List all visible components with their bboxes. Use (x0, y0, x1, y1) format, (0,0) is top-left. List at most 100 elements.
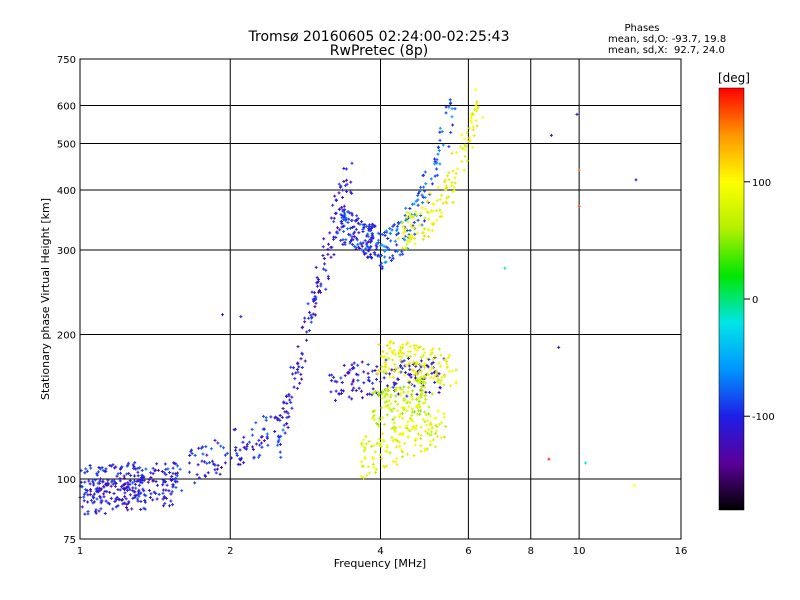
data-point (166, 467, 170, 471)
data-point (239, 315, 243, 319)
data-point (98, 486, 102, 490)
data-point (414, 427, 418, 431)
data-point (428, 368, 432, 372)
grid-layer (80, 59, 681, 539)
y-tick-label: 75 (63, 535, 76, 546)
data-point (297, 365, 301, 369)
data-point (322, 256, 326, 260)
data-point (205, 453, 209, 457)
data-point (180, 489, 184, 493)
data-point (414, 199, 418, 203)
data-point (378, 264, 382, 268)
data-point (391, 358, 395, 362)
data-point (445, 365, 449, 369)
data-point (420, 193, 424, 197)
data-point (317, 289, 321, 293)
data-point (311, 297, 315, 301)
data-point (142, 493, 146, 497)
data-point (225, 451, 229, 455)
data-point (400, 448, 404, 452)
data-point (392, 349, 396, 353)
data-point (381, 432, 385, 436)
data-point (340, 205, 344, 209)
data-point (367, 376, 371, 380)
data-point (414, 343, 418, 347)
data-point (137, 494, 141, 498)
data-point (399, 358, 403, 362)
data-point (391, 352, 395, 356)
data-point (281, 428, 285, 432)
data-point (230, 456, 234, 460)
data-point (365, 224, 369, 228)
data-point (471, 145, 475, 149)
data-point (288, 398, 292, 402)
data-point (461, 146, 465, 150)
data-point (139, 507, 143, 511)
data-point (262, 439, 266, 443)
data-point (416, 406, 420, 410)
data-point (390, 258, 394, 262)
data-point (360, 244, 364, 248)
data-point (375, 371, 379, 375)
data-point (371, 416, 375, 420)
data-point (132, 465, 136, 469)
data-point (161, 488, 165, 492)
data-point (332, 237, 336, 241)
data-point (413, 232, 417, 236)
data-point (350, 397, 354, 401)
data-point (175, 480, 179, 484)
data-point (232, 428, 236, 432)
data-point (424, 397, 428, 401)
data-point (339, 388, 343, 392)
data-point (139, 476, 143, 480)
data-point (400, 366, 404, 370)
data-point (435, 167, 439, 171)
data-point (162, 495, 166, 499)
data-point (278, 450, 282, 454)
data-point (379, 354, 383, 358)
data-point (341, 238, 345, 242)
data-point (409, 222, 413, 226)
data-point (434, 209, 438, 213)
data-point (363, 239, 367, 243)
data-point (328, 231, 332, 235)
data-point (281, 406, 285, 410)
data-point (286, 411, 290, 415)
data-point (429, 414, 433, 418)
data-point (376, 241, 380, 245)
data-point (133, 474, 137, 478)
data-point (401, 231, 405, 235)
data-point (117, 497, 121, 501)
data-point (390, 228, 394, 232)
data-point (140, 481, 144, 485)
data-point (427, 412, 431, 416)
data-point (257, 455, 261, 459)
data-point (412, 369, 416, 373)
data-point (323, 262, 327, 266)
data-point (354, 227, 358, 231)
data-point (380, 243, 384, 247)
data-point (285, 401, 289, 405)
data-point (88, 493, 92, 497)
data-point (422, 173, 426, 177)
data-point (373, 224, 377, 228)
data-point (413, 410, 417, 414)
data-point (440, 214, 444, 218)
data-point (410, 233, 414, 237)
data-point (133, 490, 137, 494)
data-point (423, 170, 427, 174)
data-point (395, 233, 399, 237)
data-point (340, 392, 344, 396)
data-point (448, 384, 452, 388)
data-point (143, 500, 147, 504)
data-point (367, 247, 371, 251)
data-point (290, 395, 294, 399)
data-point (366, 371, 370, 375)
data-point (99, 477, 103, 481)
data-point (391, 254, 395, 258)
data-point (437, 347, 441, 351)
data-point (429, 352, 433, 356)
data-point (410, 427, 414, 431)
data-point (450, 115, 454, 119)
data-point (361, 241, 365, 245)
